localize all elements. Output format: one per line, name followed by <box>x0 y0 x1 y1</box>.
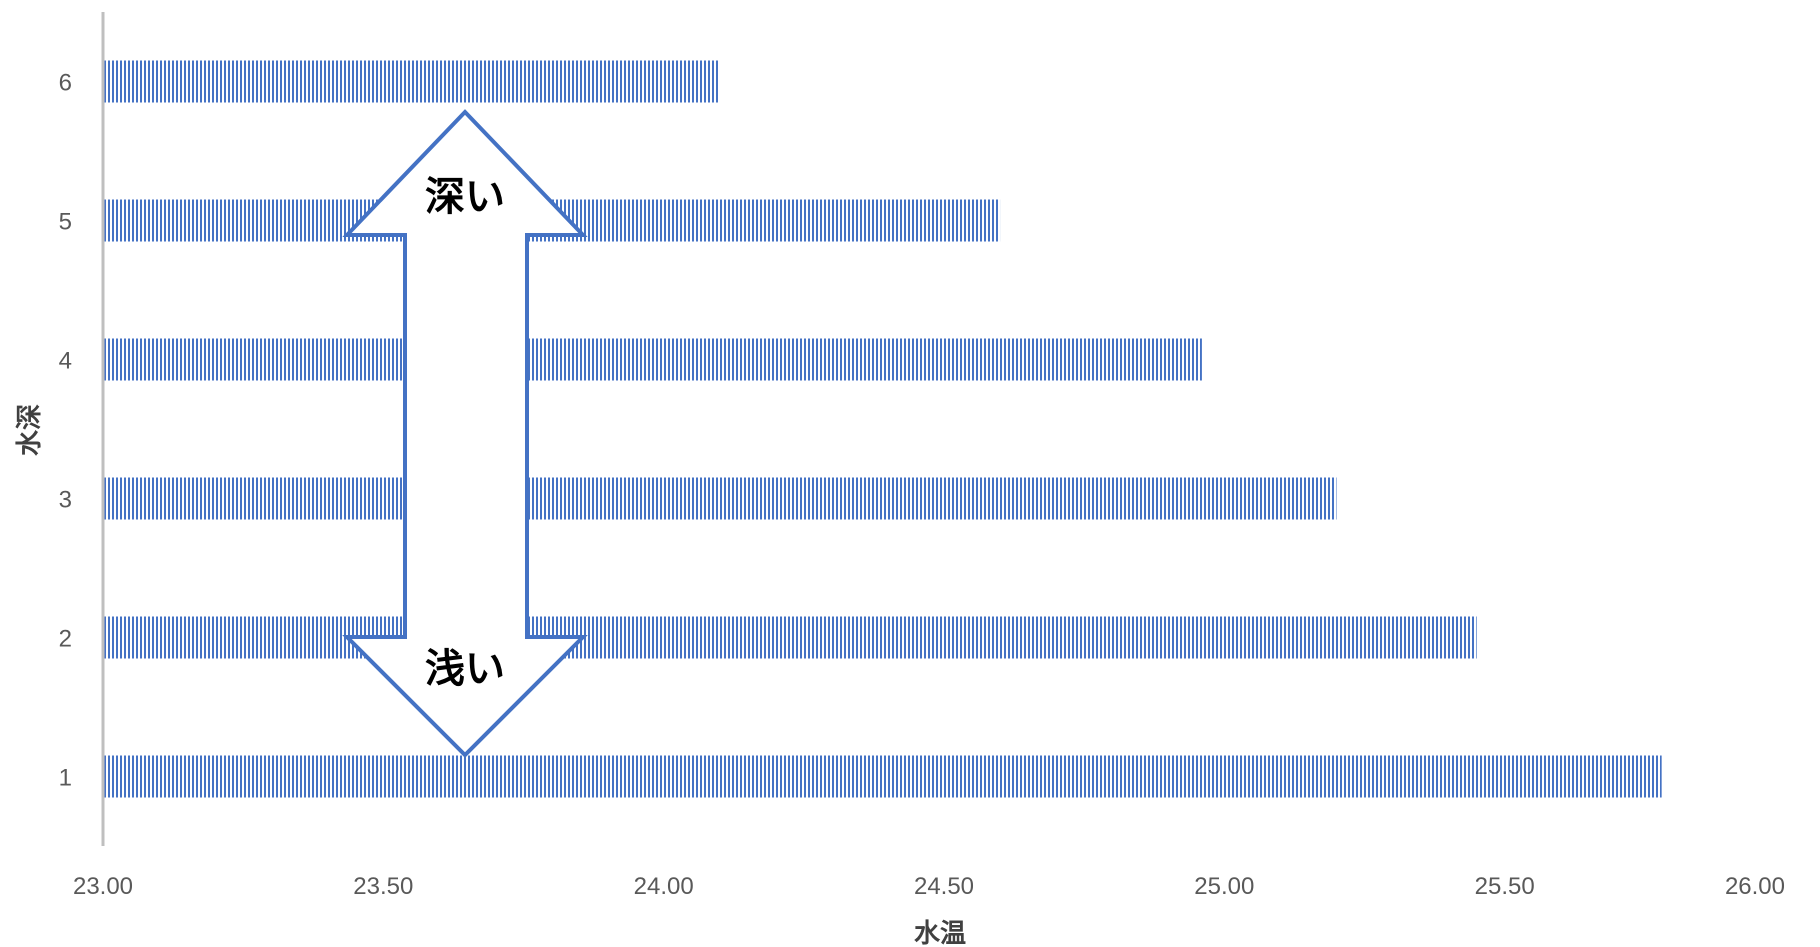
bar-1 <box>103 755 1662 798</box>
x-tick-label-24.00: 24.00 <box>634 873 694 900</box>
x-tick-labels: 23.00 23.50 24.00 24.50 25.00 25.50 26.00 <box>73 873 1785 900</box>
y-axis-title: 水深 <box>15 404 45 456</box>
bar-4 <box>103 338 1202 381</box>
x-tick-label-23.00: 23.00 <box>73 873 133 900</box>
arrow-bottom-label: 浅い <box>425 646 505 692</box>
x-tick-label-23.50: 23.50 <box>353 873 413 900</box>
x-tick-label-24.50: 24.50 <box>914 873 974 900</box>
y-tick-label-6: 6 <box>59 70 72 97</box>
y-tick-label-3: 3 <box>59 487 72 514</box>
y-tick-label-4: 4 <box>59 348 72 375</box>
bar-6 <box>103 60 720 103</box>
x-tick-label-25.00: 25.00 <box>1194 873 1254 900</box>
x-tick-label-26.00: 26.00 <box>1725 873 1785 900</box>
y-tick-labels: 1 2 3 4 5 6 <box>59 70 72 792</box>
double-arrow-annotation <box>342 109 588 758</box>
x-axis-title: 水温 <box>914 919 966 947</box>
y-tick-label-1: 1 <box>59 765 72 792</box>
x-tick-label-25.50: 25.50 <box>1475 873 1535 900</box>
y-tick-label-5: 5 <box>59 209 72 236</box>
bars-group <box>103 60 1662 798</box>
y-tick-label-2: 2 <box>59 626 72 653</box>
bar-3 <box>103 477 1337 520</box>
arrow-top-label: 深い <box>425 174 505 220</box>
bar-2 <box>103 616 1477 659</box>
